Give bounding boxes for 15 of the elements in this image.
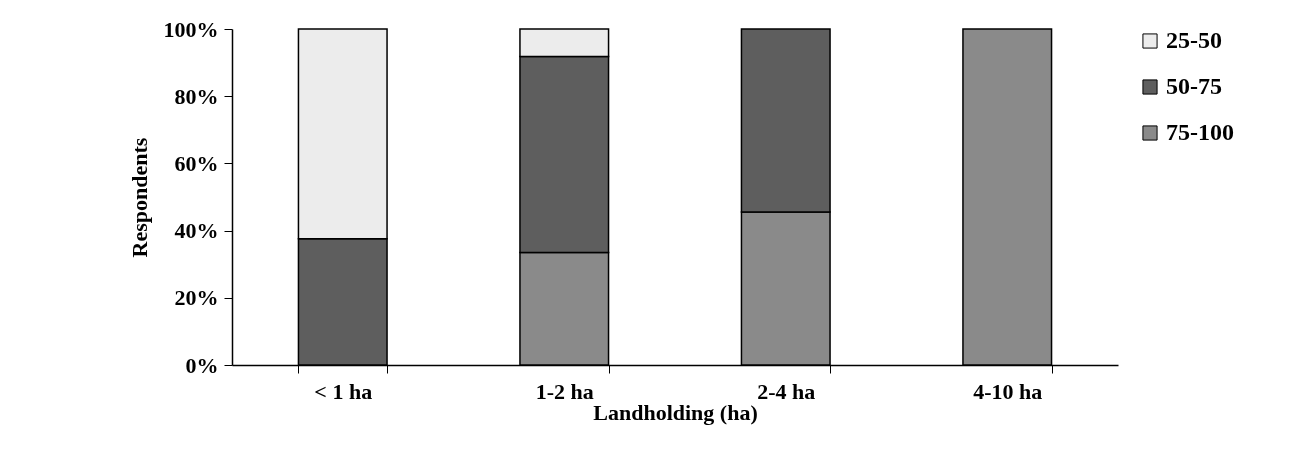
- legend-label: 75-100: [1166, 119, 1234, 145]
- y-tick-label: 80%: [174, 83, 219, 109]
- y-tick-label: 60%: [174, 150, 219, 176]
- legend-label: 50-75: [1166, 73, 1222, 99]
- legend-label: 25-50: [1166, 27, 1222, 53]
- y-tick-label: 0%: [185, 352, 219, 378]
- x-axis-title: Landholding (ha): [593, 399, 758, 425]
- y-tick-label: 20%: [174, 285, 219, 311]
- x-tick-label: < 1 ha: [314, 378, 373, 404]
- x-tick-label: 2-4 ha: [757, 378, 816, 404]
- x-tick-label: 1-2 ha: [535, 378, 594, 404]
- x-tick-label: 4-10 ha: [973, 378, 1043, 404]
- y-axis-title: Respondents: [126, 137, 152, 258]
- y-tick-label: 100%: [163, 16, 219, 42]
- y-tick-label: 40%: [174, 218, 219, 244]
